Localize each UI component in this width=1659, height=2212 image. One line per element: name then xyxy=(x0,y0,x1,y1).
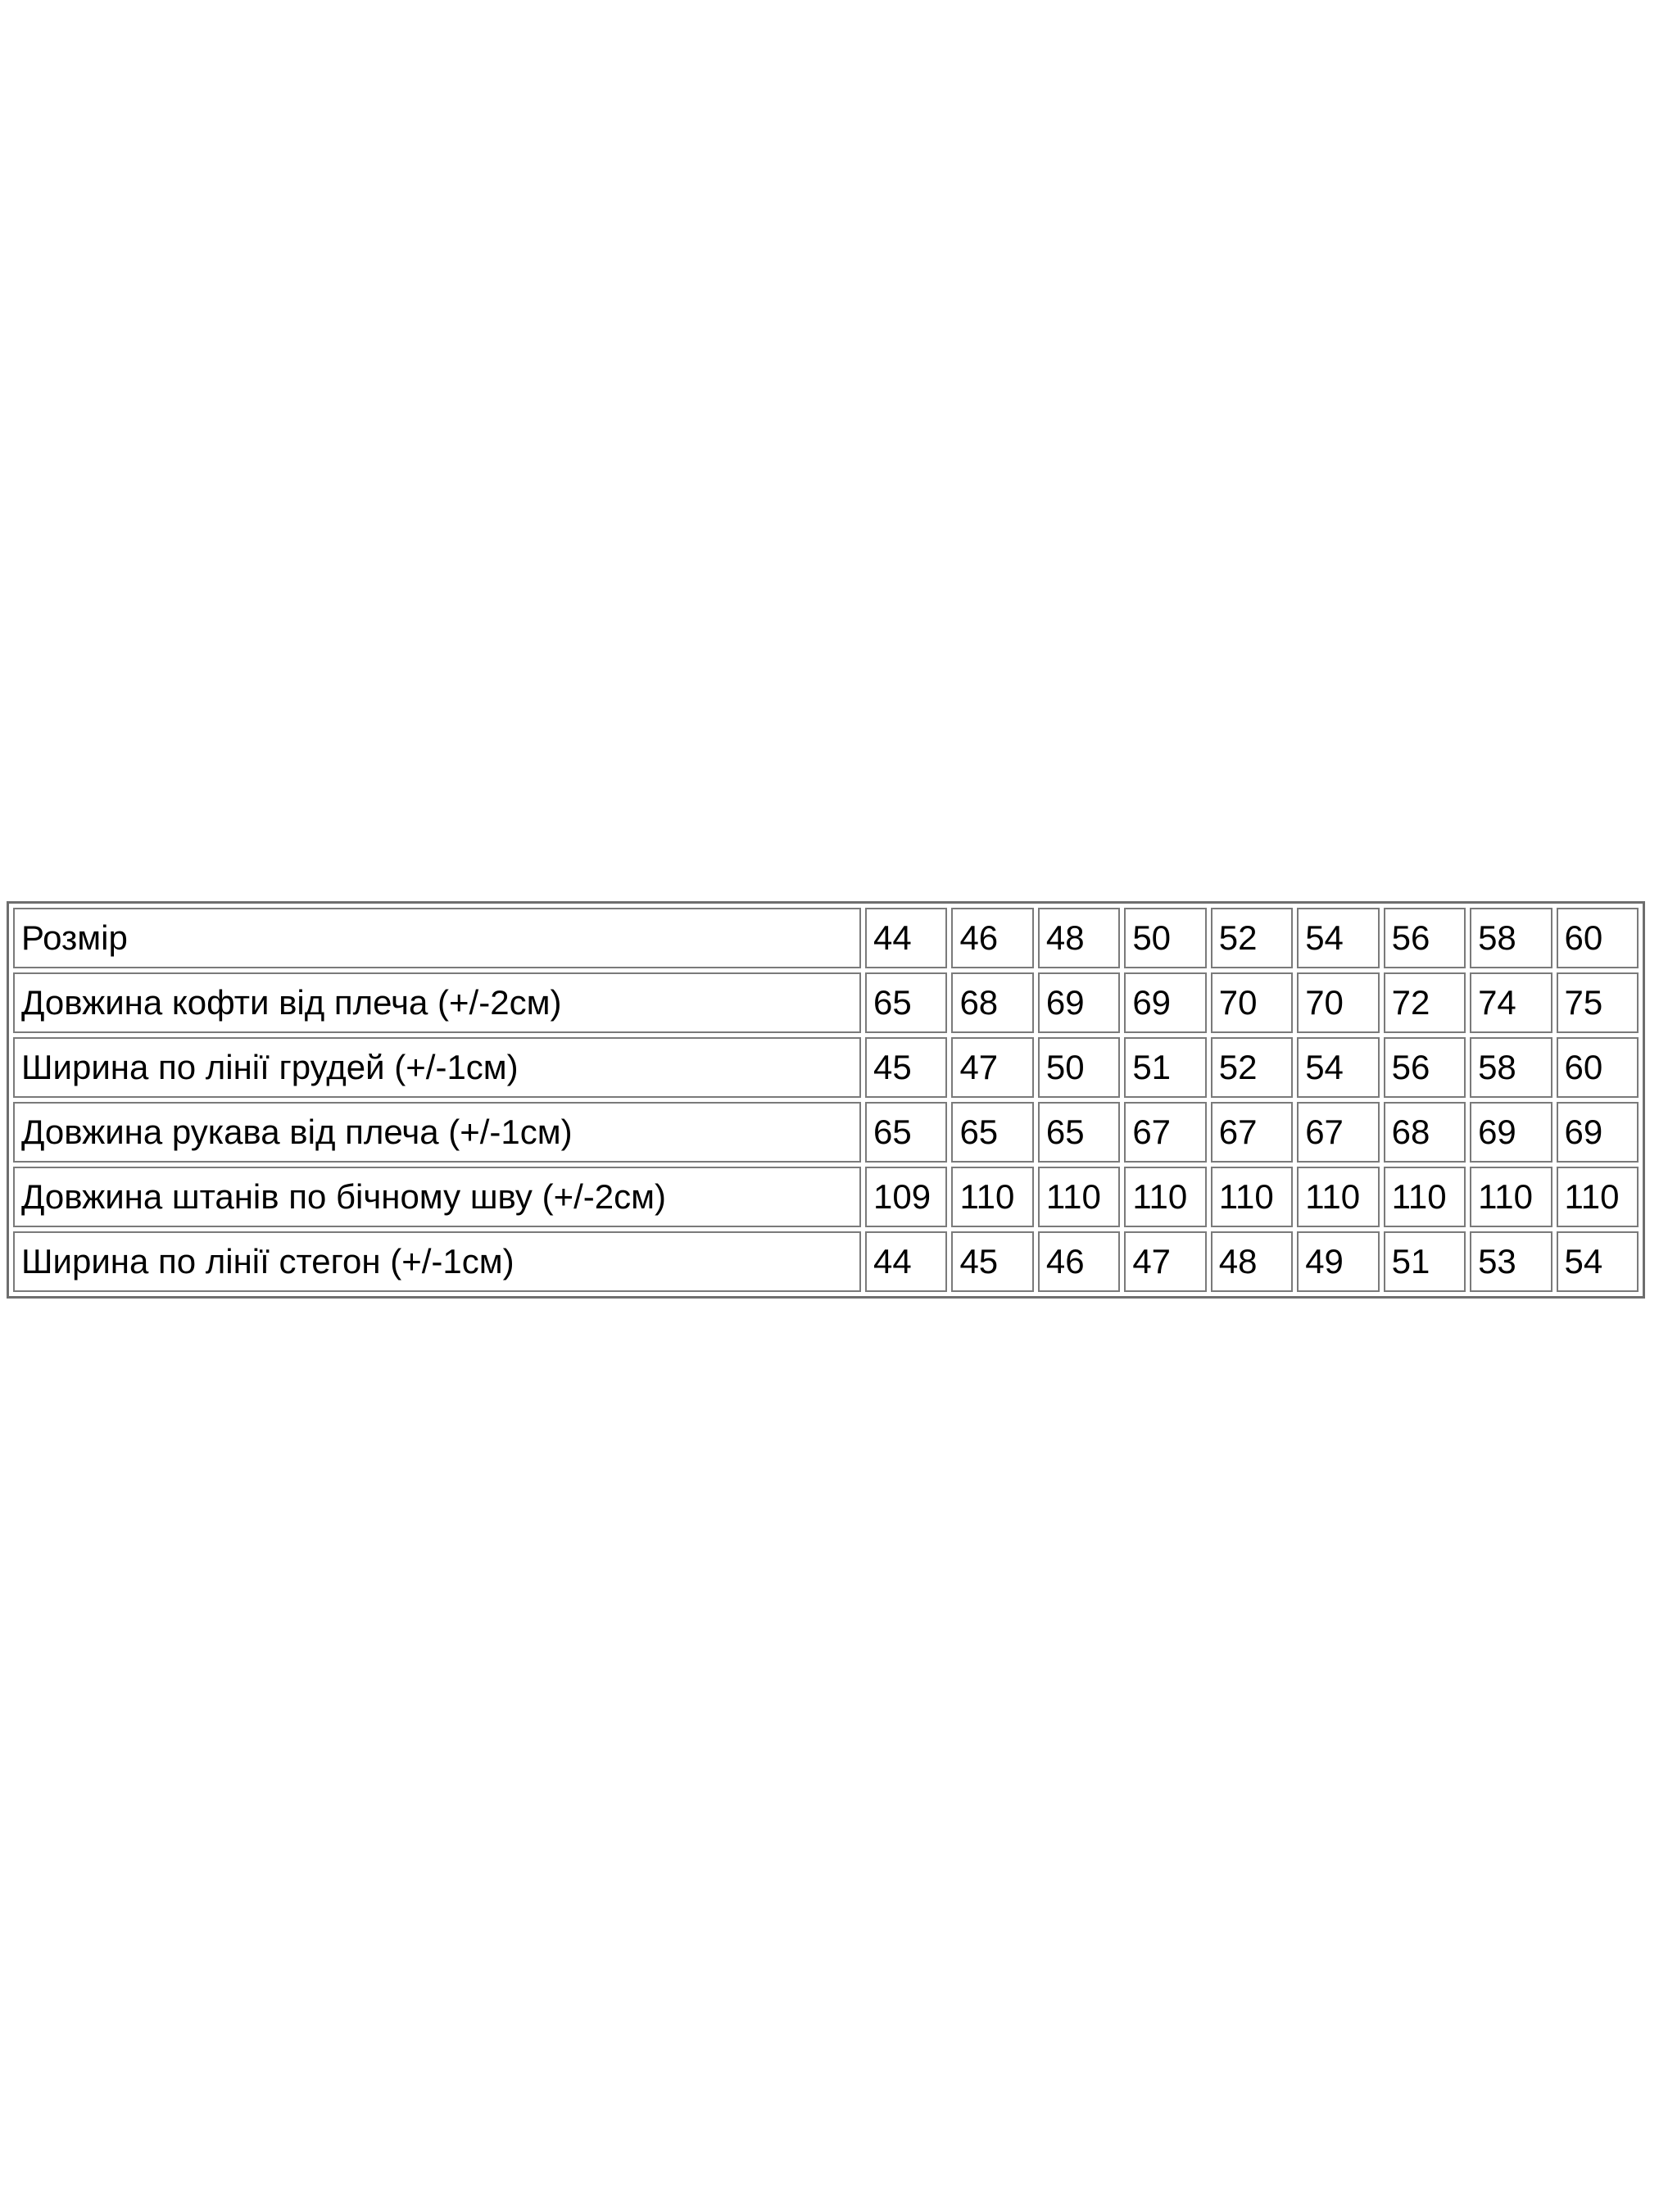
size-value-cell: 68 xyxy=(1383,1102,1466,1163)
size-value-cell: 54 xyxy=(1297,1037,1380,1098)
size-value-cell: 69 xyxy=(1556,1102,1639,1163)
table-row: Ширина по лінії стегон (+/-1см) 44 45 46… xyxy=(13,1231,1639,1292)
size-value-cell: 44 xyxy=(865,908,948,968)
row-label: Довжина штанів по бічному шву (+/-2см) xyxy=(13,1167,861,1227)
size-value-cell: 56 xyxy=(1383,1037,1466,1098)
size-value-cell: 67 xyxy=(1124,1102,1207,1163)
size-value-cell: 60 xyxy=(1556,1037,1639,1098)
size-value-cell: 54 xyxy=(1297,908,1380,968)
size-value-cell: 69 xyxy=(1470,1102,1552,1163)
size-value-cell: 44 xyxy=(865,1231,948,1292)
size-value-cell: 110 xyxy=(1297,1167,1380,1227)
row-label: Ширина по лінії грудей (+/-1см) xyxy=(13,1037,861,1098)
table-row: Розмір 44 46 48 50 52 54 56 58 60 xyxy=(13,908,1639,968)
size-value-cell: 68 xyxy=(951,972,1034,1033)
size-value-cell: 50 xyxy=(1124,908,1207,968)
size-value-cell: 110 xyxy=(1383,1167,1466,1227)
size-value-cell: 46 xyxy=(1037,1231,1121,1292)
size-table: Розмір 44 46 48 50 52 54 56 58 60 Довжин… xyxy=(7,901,1645,1299)
size-value-cell: 52 xyxy=(1210,1037,1294,1098)
size-value-cell: 74 xyxy=(1470,972,1552,1033)
size-value-cell: 69 xyxy=(1124,972,1207,1033)
size-value-cell: 110 xyxy=(1124,1167,1207,1227)
size-value-cell: 75 xyxy=(1556,972,1639,1033)
size-value-cell: 45 xyxy=(951,1231,1034,1292)
size-value-cell: 51 xyxy=(1124,1037,1207,1098)
size-value-cell: 58 xyxy=(1470,908,1552,968)
size-value-cell: 110 xyxy=(951,1167,1034,1227)
table-row: Довжина рукава від плеча (+/-1см) 65 65 … xyxy=(13,1102,1639,1163)
size-value-cell: 110 xyxy=(1210,1167,1294,1227)
size-value-cell: 65 xyxy=(951,1102,1034,1163)
size-value-cell: 67 xyxy=(1210,1102,1294,1163)
size-value-cell: 46 xyxy=(951,908,1034,968)
size-value-cell: 48 xyxy=(1037,908,1121,968)
size-value-cell: 51 xyxy=(1383,1231,1466,1292)
size-value-cell: 48 xyxy=(1210,1231,1294,1292)
size-value-cell: 52 xyxy=(1210,908,1294,968)
size-value-cell: 72 xyxy=(1383,972,1466,1033)
size-value-cell: 69 xyxy=(1037,972,1121,1033)
size-value-cell: 49 xyxy=(1297,1231,1380,1292)
size-value-cell: 110 xyxy=(1037,1167,1121,1227)
row-label: Довжина рукава від плеча (+/-1см) xyxy=(13,1102,861,1163)
size-value-cell: 65 xyxy=(865,1102,948,1163)
size-value-cell: 47 xyxy=(1124,1231,1207,1292)
size-value-cell: 60 xyxy=(1556,908,1639,968)
size-value-cell: 65 xyxy=(1037,1102,1121,1163)
row-label: Розмір xyxy=(13,908,861,968)
size-value-cell: 54 xyxy=(1556,1231,1639,1292)
size-value-cell: 56 xyxy=(1383,908,1466,968)
size-value-cell: 58 xyxy=(1470,1037,1552,1098)
row-label: Довжина кофти від плеча (+/-2см) xyxy=(13,972,861,1033)
table-row: Довжина штанів по бічному шву (+/-2см) 1… xyxy=(13,1167,1639,1227)
table-row: Довжина кофти від плеча (+/-2см) 65 68 6… xyxy=(13,972,1639,1033)
row-label: Ширина по лінії стегон (+/-1см) xyxy=(13,1231,861,1292)
size-value-cell: 67 xyxy=(1297,1102,1380,1163)
size-value-cell: 70 xyxy=(1297,972,1380,1033)
size-value-cell: 110 xyxy=(1556,1167,1639,1227)
size-value-cell: 53 xyxy=(1470,1231,1552,1292)
size-value-cell: 65 xyxy=(865,972,948,1033)
size-value-cell: 109 xyxy=(865,1167,948,1227)
size-value-cell: 50 xyxy=(1037,1037,1121,1098)
size-value-cell: 47 xyxy=(951,1037,1034,1098)
table-row: Ширина по лінії грудей (+/-1см) 45 47 50… xyxy=(13,1037,1639,1098)
size-value-cell: 70 xyxy=(1210,972,1294,1033)
size-value-cell: 110 xyxy=(1470,1167,1552,1227)
size-value-cell: 45 xyxy=(865,1037,948,1098)
